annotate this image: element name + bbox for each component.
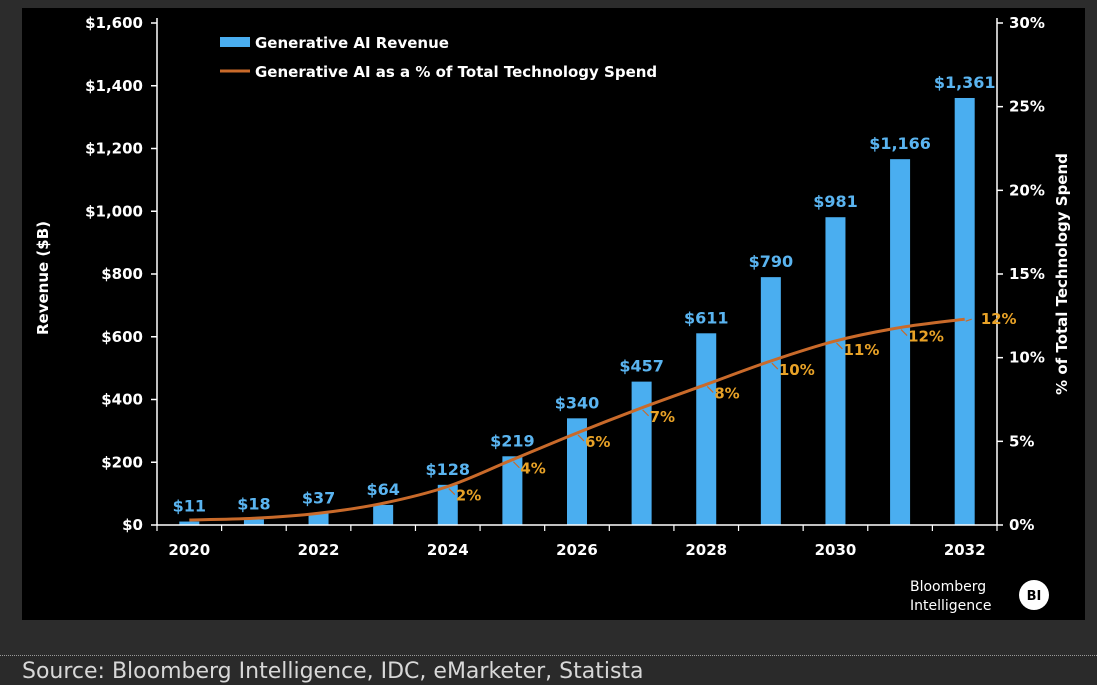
- bar-label-2023: $64: [366, 480, 399, 499]
- y-right-tick-label: 20%: [1009, 181, 1045, 199]
- bar-2029: [760, 277, 781, 525]
- y-left-tick-label: $1,200: [85, 140, 143, 158]
- line-label-2029: 10%: [779, 361, 815, 379]
- y-right-tick-label: 10%: [1009, 349, 1045, 367]
- y-left-tick-label: $1,600: [85, 14, 143, 32]
- x-tick-label-2022: 2022: [298, 541, 340, 559]
- bar-label-2032: $1,361: [934, 73, 996, 92]
- bar-label-2027: $457: [619, 357, 664, 376]
- y-right-tick-label: 25%: [1009, 98, 1045, 116]
- bar-2030: [825, 217, 846, 525]
- line-label-2024: 2%: [456, 487, 481, 505]
- logo-text-line2: Intelligence: [910, 598, 991, 614]
- bar-series: [179, 97, 975, 526]
- bar-2031: [890, 159, 911, 526]
- line-leader-2025: [512, 461, 520, 469]
- line-label-2030: 11%: [843, 341, 879, 359]
- bar-2025: [502, 456, 523, 525]
- bar-2021: [243, 519, 264, 525]
- source-caption: Source: Bloomberg Intelligence, IDC, eMa…: [22, 659, 644, 684]
- bar-2032: [954, 97, 975, 525]
- legend-label-revenue: Generative AI Revenue: [255, 34, 449, 52]
- legend-swatch-bar: [220, 37, 250, 47]
- bar-label-2031: $1,166: [869, 134, 931, 153]
- y-right-tick-label: 15%: [1009, 265, 1045, 283]
- line-leader-2032: [965, 318, 972, 322]
- bar-label-2030: $981: [813, 192, 858, 211]
- line-leader-2028: [706, 386, 714, 393]
- y-right-tick-label: 0%: [1009, 516, 1034, 534]
- axes: $0 $200 $400 $600 $800 $1,000 $1,200 $1,400 $1,6…: [85, 14, 1045, 559]
- x-tick-label-2030: 2030: [815, 541, 857, 559]
- bar-2027: [631, 381, 652, 525]
- x-tick-label-2020: 2020: [168, 541, 210, 559]
- bar-label-2024: $128: [426, 460, 471, 479]
- y-right-axis-title: % of Total Technology Spend: [1053, 153, 1071, 395]
- bar-label-2029: $790: [749, 252, 794, 271]
- source-divider: [0, 655, 1097, 656]
- chart-frame: $0 $200 $400 $600 $800 $1,000 $1,200 $1,400 $1,6…: [22, 8, 1085, 620]
- y-left-tick-label: $1,000: [85, 202, 143, 220]
- x-tick-label-2024: 2024: [427, 541, 469, 559]
- bar-label-2022: $37: [302, 488, 335, 507]
- line-leader-2030: [836, 342, 843, 350]
- logo-badge-icon: [1019, 580, 1049, 610]
- y-left-tick-label: $800: [101, 265, 143, 283]
- bar-2020: [179, 521, 200, 525]
- bar-2028: [696, 333, 717, 525]
- y-left-tick-label: $0: [122, 516, 143, 534]
- bar-2024: [437, 484, 458, 525]
- logo-badge-text: BI: [1027, 589, 1042, 604]
- line-series: [189, 317, 965, 522]
- chart-svg: $0 $200 $400 $600 $800 $1,000 $1,200 $1,400 $1,6…: [34, 14, 1071, 614]
- bar-2023: [373, 504, 394, 525]
- line-leader-2029: [771, 362, 779, 370]
- logo-text-line1: Bloomberg: [910, 579, 986, 595]
- y-left-tick-label: $1,400: [85, 77, 143, 95]
- chart-panel: $0 $200 $400 $600 $800 $1,000 $1,200 $1,400 $1,6…: [22, 8, 1085, 620]
- line-leader-2026: [577, 434, 585, 442]
- bloomberg-intelligence-logo: Bloomberg Intelligence BI: [910, 579, 1049, 614]
- y-right-tick-label: 30%: [1009, 14, 1045, 32]
- line-label-2025: 4%: [520, 460, 545, 478]
- x-tick-label-2032: 2032: [944, 541, 986, 559]
- line-label-2032: 12%: [981, 310, 1017, 328]
- x-tick-label-2028: 2028: [685, 541, 727, 559]
- line-label-2026: 6%: [585, 433, 610, 451]
- bar-2026: [567, 418, 587, 525]
- y-left-axis-title: Revenue ($B): [34, 221, 52, 335]
- bar-label-2020: $11: [173, 497, 206, 516]
- line-leader-2027: [642, 409, 650, 417]
- legend: Generative AI Revenue Generative AI as a…: [220, 34, 657, 81]
- bar-2022: [308, 513, 329, 525]
- bar-label-2021: $18: [237, 494, 270, 513]
- legend-label-percent: Generative AI as a % of Total Technology…: [255, 63, 657, 81]
- percent-line: [189, 317, 965, 522]
- bar-label-2028: $611: [684, 308, 729, 327]
- y-left-tick-label: $600: [101, 328, 143, 346]
- x-tick-label-2026: 2026: [556, 541, 598, 559]
- bar-label-2026: $340: [555, 393, 600, 412]
- data-labels: $11 $18 $37 $64 $128 $219 $340 $457 $611 $790 $981…: [173, 73, 1017, 516]
- y-left-tick-label: $400: [101, 391, 143, 409]
- line-leader-2024: [448, 488, 456, 495]
- bar-label-2025: $219: [490, 431, 535, 450]
- y-right-tick-label: 5%: [1009, 432, 1034, 450]
- line-label-2031: 12%: [908, 328, 944, 346]
- line-label-2027: 7%: [650, 408, 675, 426]
- y-left-tick-label: $200: [101, 453, 143, 471]
- line-leader-2031: [900, 329, 908, 336]
- line-label-2028: 8%: [714, 384, 739, 402]
